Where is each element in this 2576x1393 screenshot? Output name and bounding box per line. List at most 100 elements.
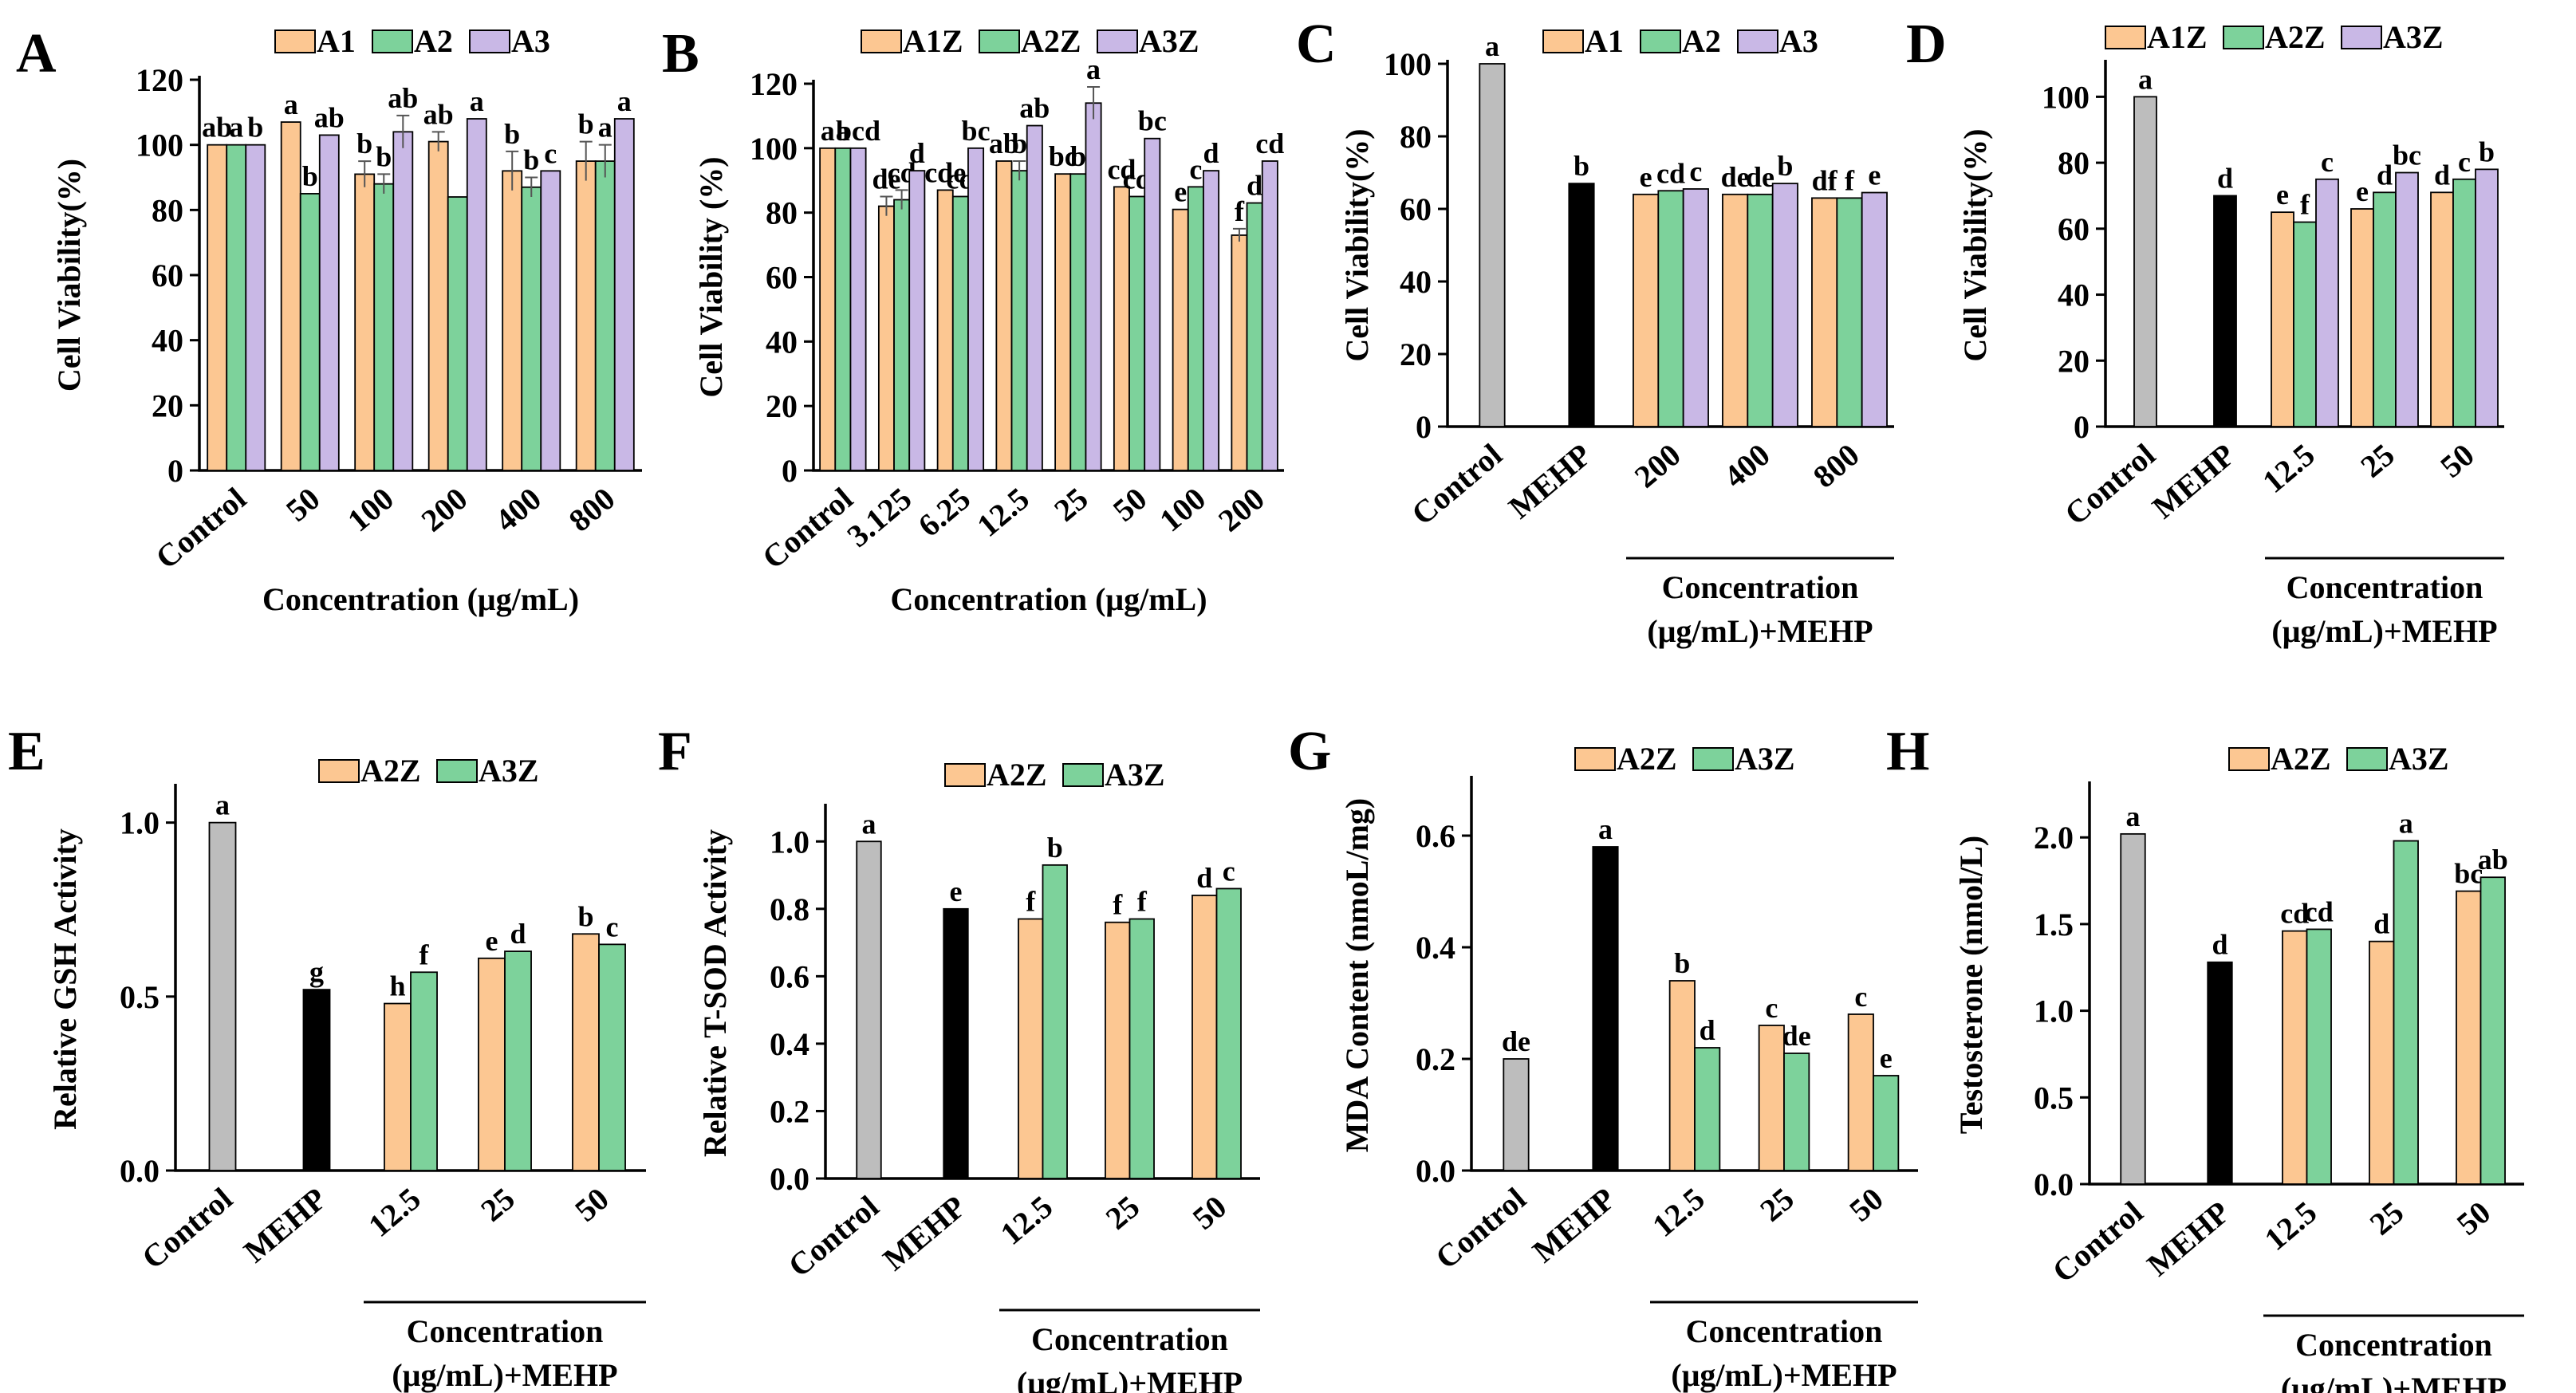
significance-letter: cde — [924, 156, 966, 188]
significance-letter: d — [2212, 929, 2227, 961]
panel-letter: H — [1886, 721, 1929, 782]
y-tick-label: 40 — [766, 324, 798, 360]
bar — [1144, 137, 1161, 471]
significance-letter: a — [470, 85, 484, 117]
legend-label: A2Z — [2271, 741, 2331, 777]
x-tick-label: Control — [2046, 1194, 2150, 1289]
significance-letter: a — [1086, 53, 1101, 85]
x-axis-label: Concentration (μg/mL) — [890, 581, 1207, 617]
significance-letter: c — [1223, 855, 1235, 887]
significance-letter: de — [1502, 1025, 1530, 1057]
bar — [1187, 186, 1204, 471]
legend-swatch — [2341, 26, 2382, 49]
x-tick-label: MEHP — [1526, 1180, 1622, 1269]
bar — [392, 131, 414, 471]
bar — [2306, 928, 2332, 1185]
bar — [1128, 195, 1146, 471]
bar — [943, 907, 969, 1179]
x-axis-label: Concentration — [2286, 569, 2483, 605]
y-tick-label: 80 — [766, 195, 798, 231]
significance-letter: a — [1598, 813, 1613, 845]
bar — [1771, 183, 1798, 427]
legend-swatch — [944, 763, 986, 787]
y-tick-label: 20 — [152, 388, 183, 423]
x-tick-label: MEHP — [876, 1188, 972, 1277]
significance-letter: c — [1765, 992, 1778, 1024]
legend-swatch — [861, 30, 902, 53]
significance-letter: e — [1174, 176, 1187, 208]
bar — [819, 147, 837, 471]
y-tick-label: 80 — [2058, 145, 2090, 181]
bar — [1231, 234, 1248, 471]
y-tick-label: 1.0 — [770, 824, 809, 860]
significance-letter: b — [578, 108, 594, 140]
x-tick-label: MEHP — [1502, 436, 1598, 525]
x-axis-label: Concentration — [2295, 1327, 2492, 1363]
significance-letter: de — [1721, 161, 1750, 193]
panel-c: C 0 20 40 60 80 100 Cell Viability(%) A1 A2 A3 Cont… — [1296, 14, 1894, 649]
significance-letter: a — [284, 89, 298, 120]
significance-letter: bc — [1049, 140, 1077, 172]
significance-letter: e — [1640, 161, 1652, 193]
bar — [575, 160, 597, 471]
bar — [1010, 170, 1028, 471]
bar — [540, 170, 561, 471]
significance-letter: f — [1026, 886, 1036, 918]
bar — [373, 183, 395, 471]
x-tick-label: 12.5 — [1645, 1180, 1711, 1243]
legend-label: A3Z — [1139, 23, 1199, 59]
y-tick-label: 20 — [2058, 343, 2090, 379]
significance-letter: de — [1746, 161, 1774, 193]
y-tick-label: 0 — [2074, 409, 2090, 445]
x-axis-label-2: (μg/mL)+MEHP — [2271, 613, 2497, 649]
bar — [2369, 940, 2395, 1185]
legend-swatch — [979, 30, 1020, 53]
legend-label: A2Z — [1021, 23, 1081, 59]
legend-label: A1 — [1585, 23, 1624, 59]
legend-swatch — [436, 759, 478, 783]
y-tick-label: 2.0 — [2034, 820, 2074, 856]
x-tick-label: 25 — [1753, 1180, 1801, 1228]
y-tick-label: 120 — [750, 66, 798, 102]
significance-letter: a — [2138, 63, 2153, 95]
y-tick-label: 1.0 — [2034, 994, 2074, 1029]
significance-letter: e — [1880, 1042, 1893, 1074]
y-tick-label: 0.6 — [770, 958, 809, 994]
significance-letter: c — [606, 911, 619, 942]
bar — [2430, 191, 2454, 427]
bar — [2271, 211, 2294, 427]
legend-label: A2Z — [360, 753, 421, 789]
y-axis-label: Relative T-SOD Activity — [697, 829, 733, 1157]
bar — [1722, 193, 1749, 427]
x-tick-label: Control — [2058, 436, 2162, 532]
bar — [594, 160, 616, 471]
bar — [2133, 96, 2157, 427]
y-tick-label: 0 — [167, 453, 183, 489]
bar — [1633, 193, 1660, 427]
significance-letter: bc — [962, 115, 991, 147]
legend-label: A2Z — [1617, 741, 1677, 777]
bar — [877, 205, 895, 471]
significance-letter: b — [1070, 140, 1086, 172]
significance-letter: e — [1868, 159, 1881, 191]
y-tick-label: 100 — [136, 128, 183, 163]
y-tick-label: 40 — [1400, 264, 1432, 300]
bar — [208, 821, 237, 1171]
significance-letter: de — [1782, 1020, 1811, 1052]
bar — [1018, 918, 1044, 1179]
legend-swatch — [469, 30, 510, 53]
bar — [2315, 178, 2339, 427]
bar — [245, 144, 266, 471]
significance-letter: e — [2356, 175, 2369, 207]
x-tick-label: 25 — [474, 1180, 522, 1228]
y-tick-label: 100 — [2042, 79, 2090, 115]
significance-letter: c — [1854, 981, 1867, 1013]
bar — [504, 950, 532, 1171]
x-tick-label: 50 — [1106, 480, 1154, 528]
significance-letter: cd — [1255, 128, 1284, 159]
significance-letter: e — [950, 876, 963, 907]
legend-swatch — [1574, 747, 1616, 771]
x-tick-label: 12.5 — [2255, 436, 2322, 499]
bar — [1191, 895, 1218, 1179]
significance-letter: df — [1812, 164, 1838, 196]
